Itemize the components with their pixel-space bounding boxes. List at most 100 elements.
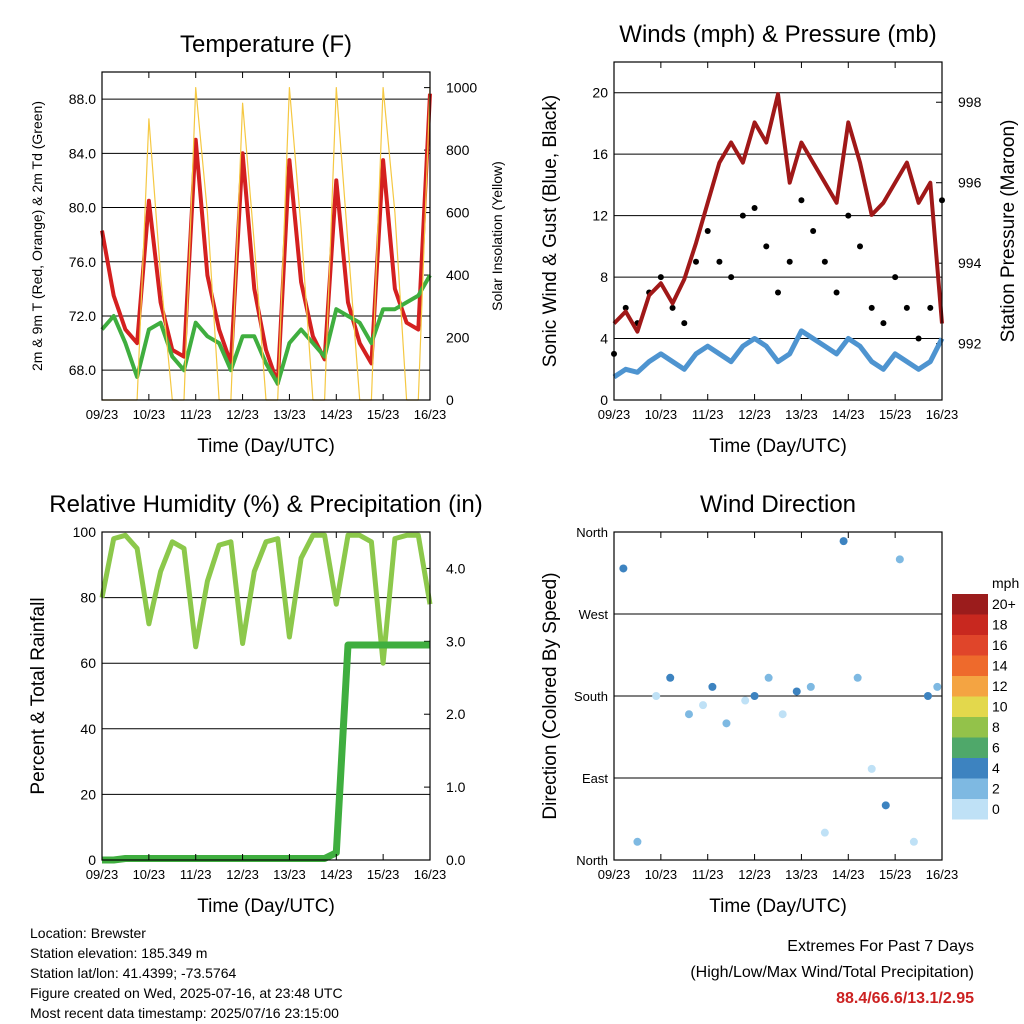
- gust-point: [845, 212, 852, 219]
- plot-frame: [101, 71, 431, 401]
- direction-point: [708, 682, 717, 691]
- speed-legend: mph 20+ 18 16 14 12 10 8 6 4 2 0: [952, 575, 1019, 820]
- gust-point: [657, 274, 664, 281]
- legend-label: 10: [992, 699, 1008, 715]
- y-tick-label: 8: [600, 269, 608, 285]
- gust-point: [704, 228, 711, 234]
- direction-point: [806, 682, 815, 691]
- x-tick-label: 12/23: [226, 407, 259, 422]
- x-tick-label: 12/23: [226, 867, 259, 882]
- legend-swatch: [952, 778, 988, 799]
- y2-tick-label: 996: [958, 175, 982, 191]
- direction-point: [722, 719, 731, 728]
- x-axis-label: Time (Day/UTC): [709, 436, 847, 457]
- x-tick-label: 13/23: [785, 407, 818, 422]
- direction-point: [666, 673, 675, 682]
- x-tick-label: 11/23: [180, 867, 212, 882]
- x-tick-label: 14/23: [320, 867, 353, 882]
- y2-tick-label: 1000: [446, 80, 477, 96]
- legend-label: 16: [992, 637, 1008, 653]
- direction-point: [909, 837, 918, 846]
- gust-point: [693, 258, 699, 265]
- direction-point: [699, 701, 708, 710]
- y2-tick-label: 400: [446, 267, 470, 283]
- 2m-td-series: [100, 274, 432, 386]
- x-axis-label: Time (Day/UTC): [709, 896, 847, 917]
- total-rainfall-series: [102, 641, 430, 864]
- y-tick-label: 16: [592, 146, 608, 162]
- y-tick-label: 40: [80, 721, 96, 737]
- gust-point: [915, 335, 922, 342]
- y2-tick-label: 998: [958, 94, 982, 110]
- x-tick-label: 09/23: [86, 407, 119, 422]
- legend-swatch: [952, 614, 988, 635]
- gust-point: [786, 258, 793, 265]
- y-tick-label: 0: [88, 852, 96, 868]
- y-tick-label: 88.0: [69, 91, 96, 107]
- gust-point: [833, 289, 840, 296]
- y-tick-label: 68.0: [69, 362, 96, 378]
- relative-humidity-series: [99, 532, 433, 666]
- x-tick-label: 13/23: [273, 407, 306, 422]
- gust-point: [775, 289, 781, 296]
- gust-point: [739, 212, 746, 219]
- direction-point: [933, 682, 942, 691]
- y2-tick-label: 992: [958, 336, 982, 352]
- legend-swatch: [952, 655, 988, 676]
- gust-point: [763, 243, 770, 250]
- y2-axis-label: Station Pressure (Maroon): [998, 120, 1019, 343]
- y-tick-label: 80: [80, 590, 96, 606]
- legend-swatch: [952, 717, 988, 738]
- extremes-subtitle: (High/Low/Max Wind/Total Precipitation): [690, 964, 974, 981]
- y2-tick-label: 600: [446, 205, 470, 221]
- direction-point: [750, 692, 759, 700]
- legend-swatch: [952, 758, 988, 779]
- y2-tick-label: 0: [446, 392, 454, 408]
- y-tick-label: 80.0: [69, 200, 96, 216]
- panel-humidity: Relative Humidity (%) & Precipitation (i…: [28, 491, 483, 917]
- x-tick-label: 13/23: [785, 867, 818, 882]
- y-tick-label: 20: [592, 85, 608, 101]
- plot-frame: [613, 61, 943, 401]
- x-tick-label: 13/23: [273, 867, 306, 882]
- direction-point: [652, 692, 661, 700]
- y2-tick-label: 4.0: [446, 560, 466, 576]
- legend-swatch: [952, 696, 988, 717]
- y-axis-label: Direction (Colored By Speed): [540, 572, 561, 819]
- x-tick-label: 11/23: [180, 407, 212, 422]
- y2-tick-label: 3.0: [446, 633, 466, 649]
- legend-label: 20+: [992, 596, 1016, 612]
- y2-tick-label: 200: [446, 330, 470, 346]
- direction-point: [619, 564, 628, 573]
- x-tick-label: 09/23: [598, 407, 631, 422]
- x-tick-label: 10/23: [133, 407, 166, 422]
- gust-point: [892, 274, 899, 281]
- y-axis-label: Percent & Total Rainfall: [28, 597, 49, 794]
- legend-swatch: [952, 737, 988, 758]
- gust-point: [669, 304, 676, 311]
- legend-swatch: [952, 594, 988, 615]
- x-tick-label: 12/23: [738, 867, 771, 882]
- y-tick-label: 20: [80, 786, 96, 802]
- legend-label: 0: [992, 801, 1000, 817]
- y2-tick-label: 994: [958, 255, 982, 271]
- direction-point: [895, 555, 904, 564]
- y-tick-label: 100: [73, 524, 97, 540]
- direction-point: [792, 687, 801, 696]
- legend-swatch: [952, 676, 988, 697]
- station-pressure-series: [612, 92, 944, 334]
- x-tick-label: 16/23: [414, 407, 447, 422]
- x-axis-label: Time (Day/UTC): [197, 436, 335, 457]
- gust-point: [821, 258, 828, 265]
- x-axis-label: Time (Day/UTC): [197, 896, 335, 917]
- legend-label: 14: [992, 658, 1008, 674]
- extremes-title: Extremes For Past 7 Days: [787, 938, 974, 955]
- gust-point: [716, 258, 723, 265]
- x-tick-label: 16/23: [926, 867, 959, 882]
- y-tick-label: East: [582, 771, 608, 786]
- panel-direction: Wind DirectionNorthEastSouthWestNorth09/…: [540, 491, 1019, 917]
- gust-point: [622, 304, 629, 311]
- gust-point: [903, 304, 910, 311]
- gust-point: [681, 320, 688, 327]
- legend-swatch: [952, 799, 988, 820]
